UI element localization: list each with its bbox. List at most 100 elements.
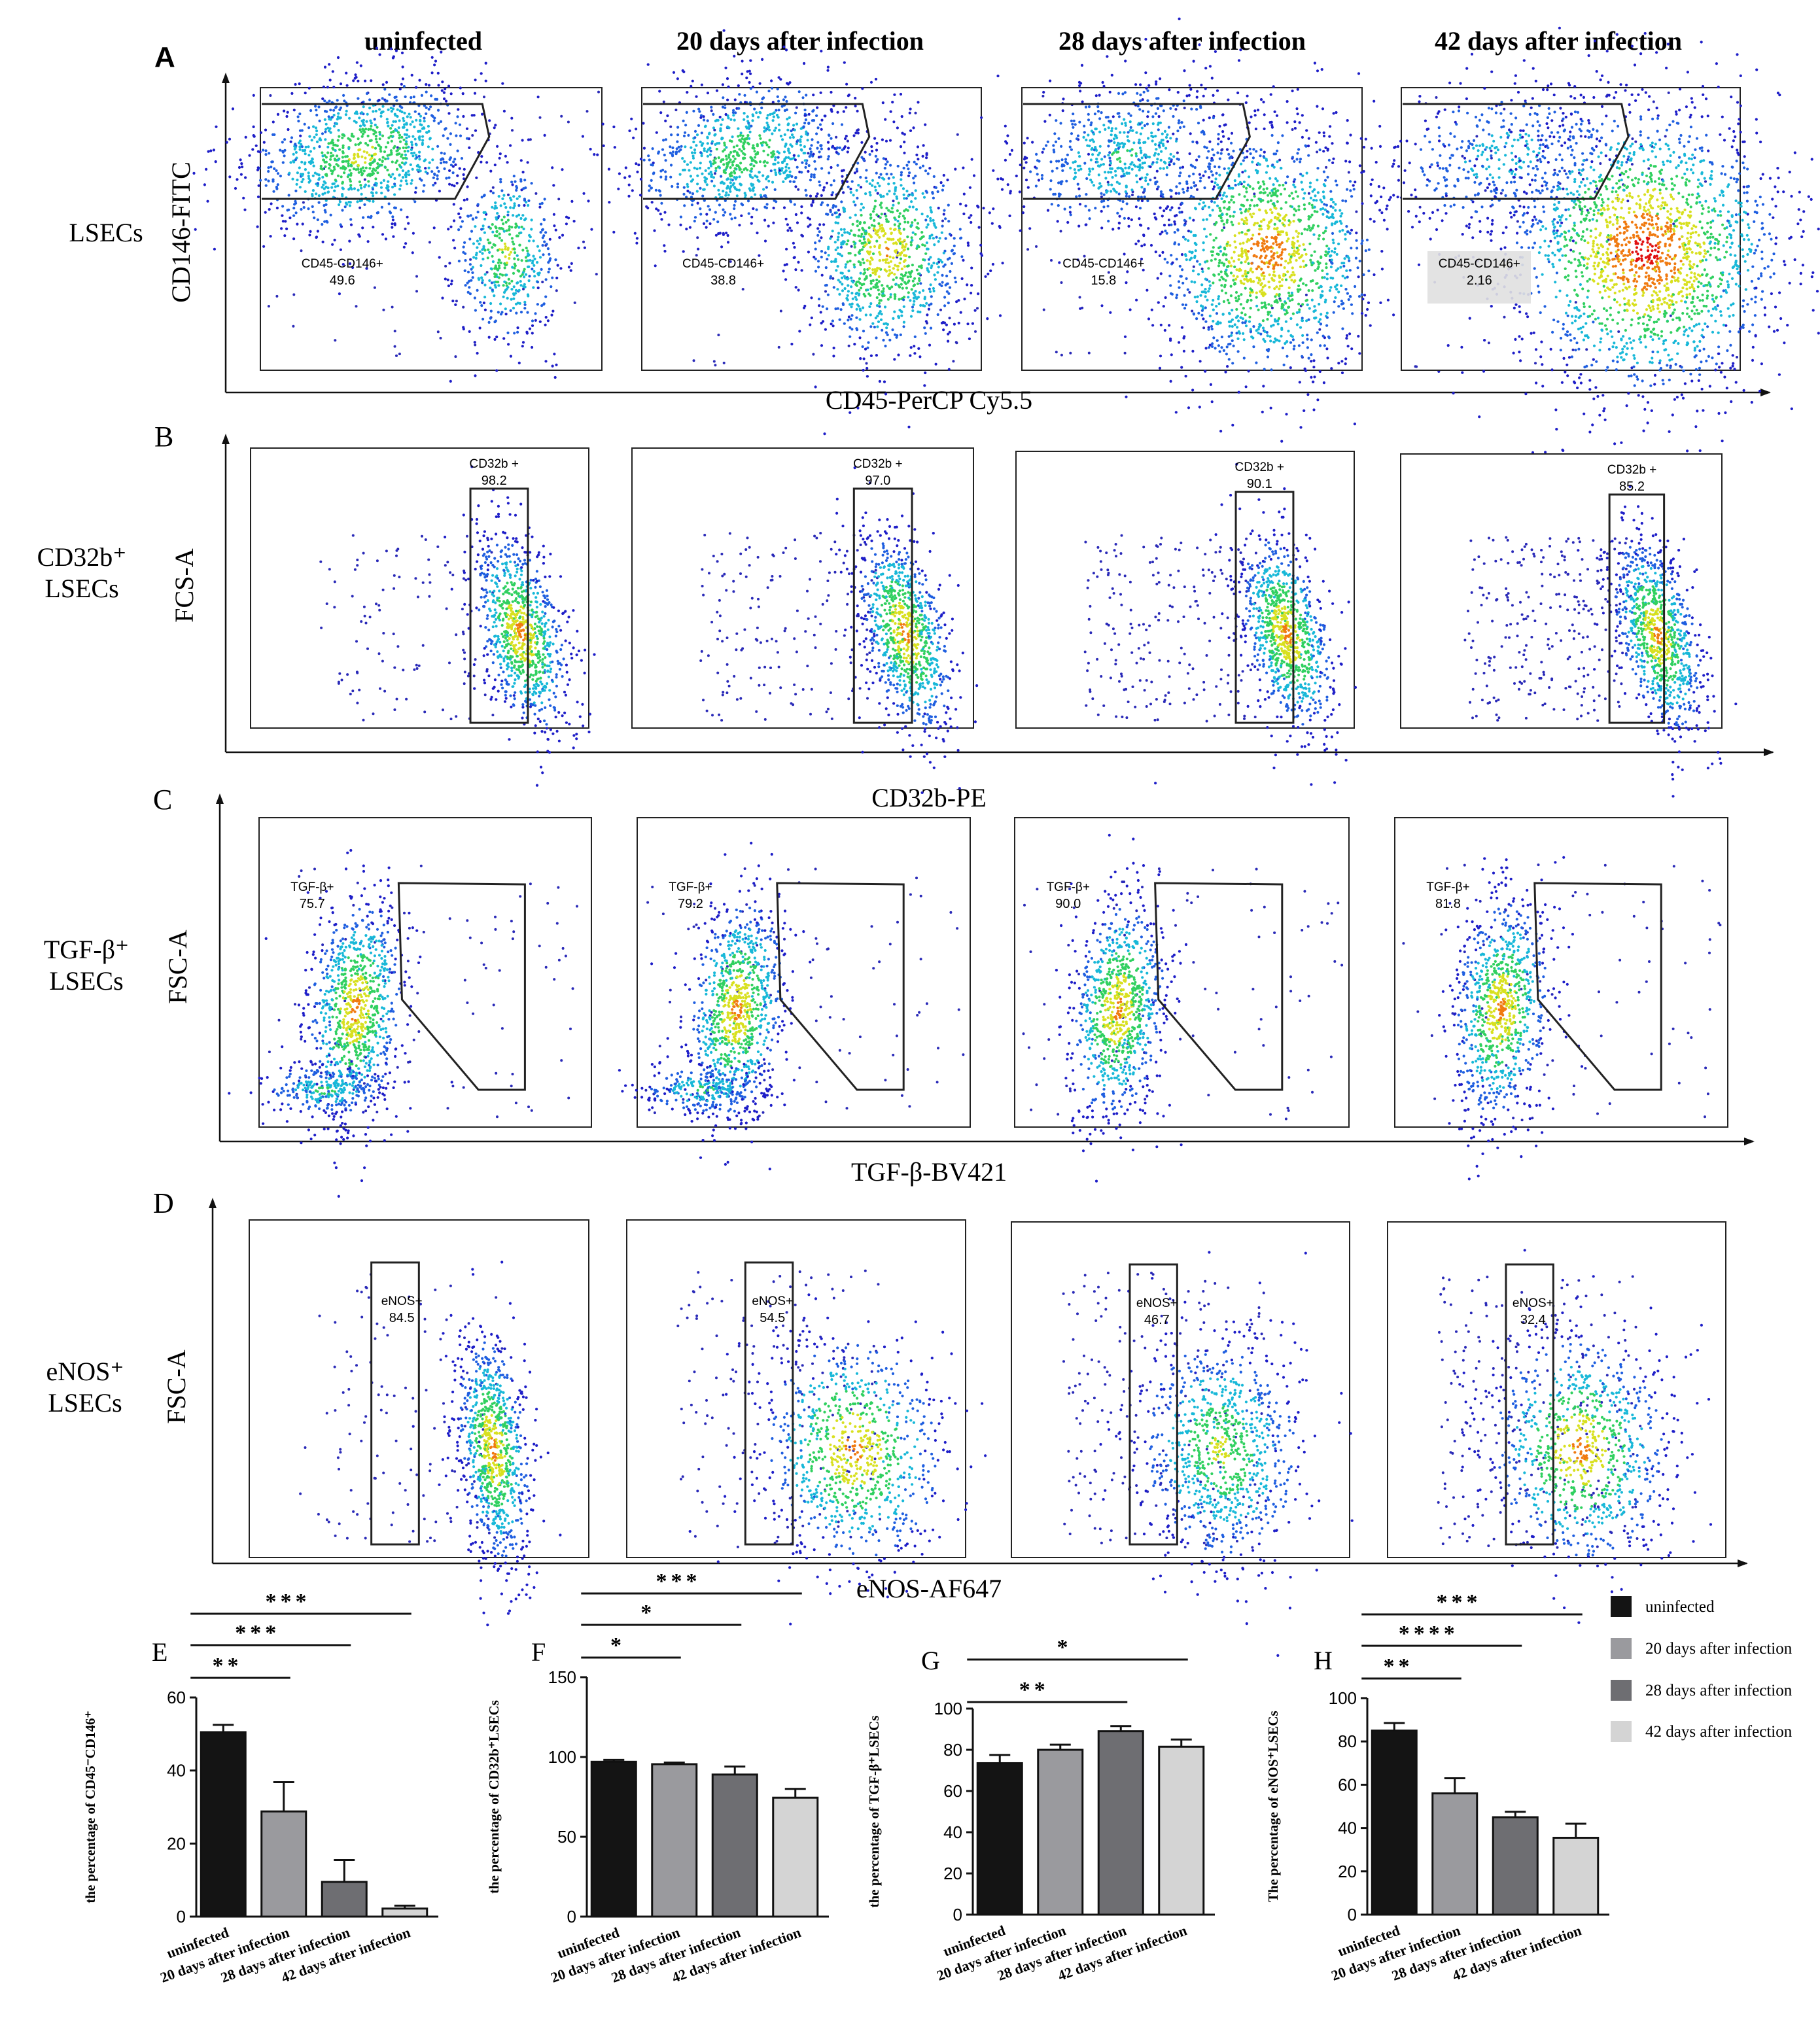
event-dot [1178,341,1181,344]
event-dot [496,268,499,271]
event-dot [758,134,761,137]
dot-plot-a-2: CD45-CD146+38.8 [561,29,1002,436]
event-dot [379,146,383,149]
event-dot [799,140,802,143]
event-dot [762,96,765,99]
event-dot [483,217,487,221]
event-dot [540,304,544,307]
event-dot [913,300,916,303]
event-dot [341,146,345,149]
event-dot [639,194,642,197]
event-dot [996,75,1000,78]
event-dot [1192,181,1196,184]
event-dot [555,363,558,366]
event-dot [1128,165,1131,169]
event-dot [627,194,631,198]
event-dot [1079,307,1082,310]
event-dot [460,157,464,160]
event-dot [393,345,396,348]
event-dot [370,173,374,177]
event-dot [724,66,727,69]
event-dot [1109,162,1112,165]
event-dot [1085,177,1089,181]
event-dot [501,251,504,254]
event-dot [660,218,663,221]
event-dot [310,139,313,142]
event-dot [925,241,928,245]
event-dot [299,134,302,137]
event-dot [514,264,517,268]
event-dot [1247,250,1250,253]
event-dot [874,77,878,81]
event-dot [936,313,939,317]
event-dot [839,228,843,231]
event-dot [635,237,639,240]
event-dot [1004,140,1007,143]
event-dot [676,183,680,186]
event-dot [839,271,843,275]
event-dot [847,94,850,97]
event-dot [1187,230,1190,233]
event-dot [849,259,852,263]
event-dot [1037,179,1040,182]
event-dot [341,186,344,190]
event-dot [1293,207,1296,211]
event-dot [538,116,542,119]
event-dot [894,189,897,192]
event-dot [1259,98,1263,101]
event-dot [826,293,830,296]
event-dot [542,234,546,237]
event-dot [877,229,880,232]
event-dot [1227,98,1230,101]
event-dot [830,183,833,186]
event-dot [773,162,777,165]
event-dot [397,126,400,130]
event-dot [1354,285,1357,288]
event-dot [913,345,916,348]
event-dot [831,324,835,328]
event-dot [1223,285,1227,288]
event-dot [1243,195,1246,198]
event-dot [733,54,736,58]
event-dot [1293,344,1296,348]
event-dot [323,160,326,164]
event-dot [544,323,547,326]
event-dot [650,186,653,190]
event-dot [732,114,735,117]
event-dot [272,190,275,193]
event-dot [941,224,944,228]
event-dot [484,61,487,65]
event-dot [400,135,404,139]
event-dot [410,182,413,185]
event-dot [1176,151,1179,154]
event-dot [937,266,940,269]
event-dot [1092,132,1096,136]
event-dot [845,82,849,86]
event-dot [398,173,401,177]
event-dot [816,126,820,130]
event-dot [972,174,976,177]
event-dot [1151,324,1155,327]
event-dot [499,181,502,184]
event-dot [948,317,951,320]
event-dot [1072,161,1075,164]
event-dot [538,202,542,205]
event-dot [1199,177,1202,180]
event-dot [803,159,807,162]
event-dot [893,358,896,361]
event-dot [896,164,900,168]
event-dot [659,111,663,114]
event-dot [710,179,714,183]
event-dot [820,250,824,253]
event-dot [662,100,665,103]
event-dot [922,304,925,307]
event-dot [919,310,922,314]
event-dot [449,143,452,146]
event-dot [501,228,504,231]
event-dot [1123,351,1127,355]
event-dot [944,217,947,220]
event-dot [827,254,830,257]
event-dot [805,130,808,133]
event-dot [1210,200,1214,203]
event-dot [962,166,965,169]
